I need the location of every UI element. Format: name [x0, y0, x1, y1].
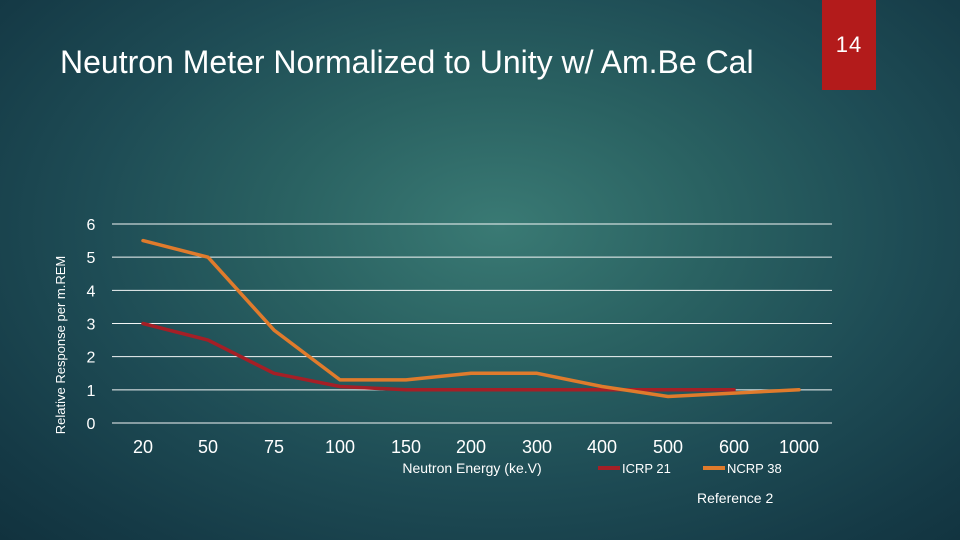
y-axis-ticks: 0 1 2 3 4 5 6: [87, 217, 96, 433]
y-tick-label: 5: [87, 250, 96, 267]
y-tick-label: 0: [87, 416, 96, 433]
x-tick-label: 1000: [779, 437, 819, 457]
x-tick-label: 75: [264, 437, 284, 457]
page-number-badge: 14: [822, 0, 876, 90]
x-tick-label: 400: [587, 437, 617, 457]
chart-series: [141, 238, 801, 399]
x-tick-label: 600: [719, 437, 749, 457]
chart-legend: ICRP 21 NCRP 38: [598, 461, 782, 476]
x-tick-label: 500: [653, 437, 683, 457]
x-tick-label: 100: [325, 437, 355, 457]
x-axis-label: Neutron Energy (ke.V): [402, 460, 541, 476]
slide-title: Neutron Meter Normalized to Unity w/ Am.…: [60, 44, 754, 80]
x-tick-label: 150: [391, 437, 421, 457]
x-axis-ticks: 20 50 75 100 150 200 300 400 500 600 1000: [133, 437, 819, 457]
series-line-ncrp-38: [141, 238, 801, 399]
x-tick-label: 50: [198, 437, 218, 457]
x-tick-label: 300: [522, 437, 552, 457]
x-tick-label: 20: [133, 437, 153, 457]
legend-label: ICRP 21: [622, 461, 671, 476]
chart-gridlines: [112, 223, 832, 424]
y-tick-label: 4: [87, 283, 96, 300]
legend-label: NCRP 38: [727, 461, 782, 476]
reference-note: Reference 2: [697, 490, 774, 506]
y-axis-label: Relative Response per m.REM: [53, 256, 68, 434]
y-tick-label: 1: [87, 383, 96, 400]
x-tick-label: 200: [456, 437, 486, 457]
y-tick-label: 2: [87, 350, 96, 367]
y-tick-label: 3: [87, 317, 96, 334]
y-tick-label: 6: [87, 217, 96, 234]
